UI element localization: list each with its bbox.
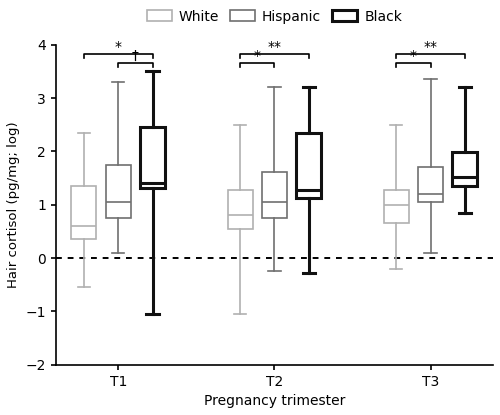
PathPatch shape: [262, 172, 287, 218]
PathPatch shape: [452, 152, 477, 186]
Text: **: **: [424, 40, 438, 54]
PathPatch shape: [72, 186, 96, 239]
Text: **: **: [268, 40, 281, 54]
Text: *: *: [114, 40, 121, 54]
Y-axis label: Hair cortisol (pg/mg; log): Hair cortisol (pg/mg; log): [7, 122, 20, 288]
PathPatch shape: [228, 190, 252, 229]
Legend: White, Hispanic, Black: White, Hispanic, Black: [144, 7, 405, 27]
Text: †: †: [132, 49, 139, 63]
PathPatch shape: [418, 167, 443, 202]
X-axis label: Pregnancy trimester: Pregnancy trimester: [204, 394, 345, 408]
PathPatch shape: [106, 165, 130, 218]
PathPatch shape: [140, 127, 165, 188]
Text: *: *: [254, 49, 260, 63]
PathPatch shape: [296, 133, 321, 198]
PathPatch shape: [384, 190, 408, 223]
Text: *: *: [410, 49, 417, 63]
